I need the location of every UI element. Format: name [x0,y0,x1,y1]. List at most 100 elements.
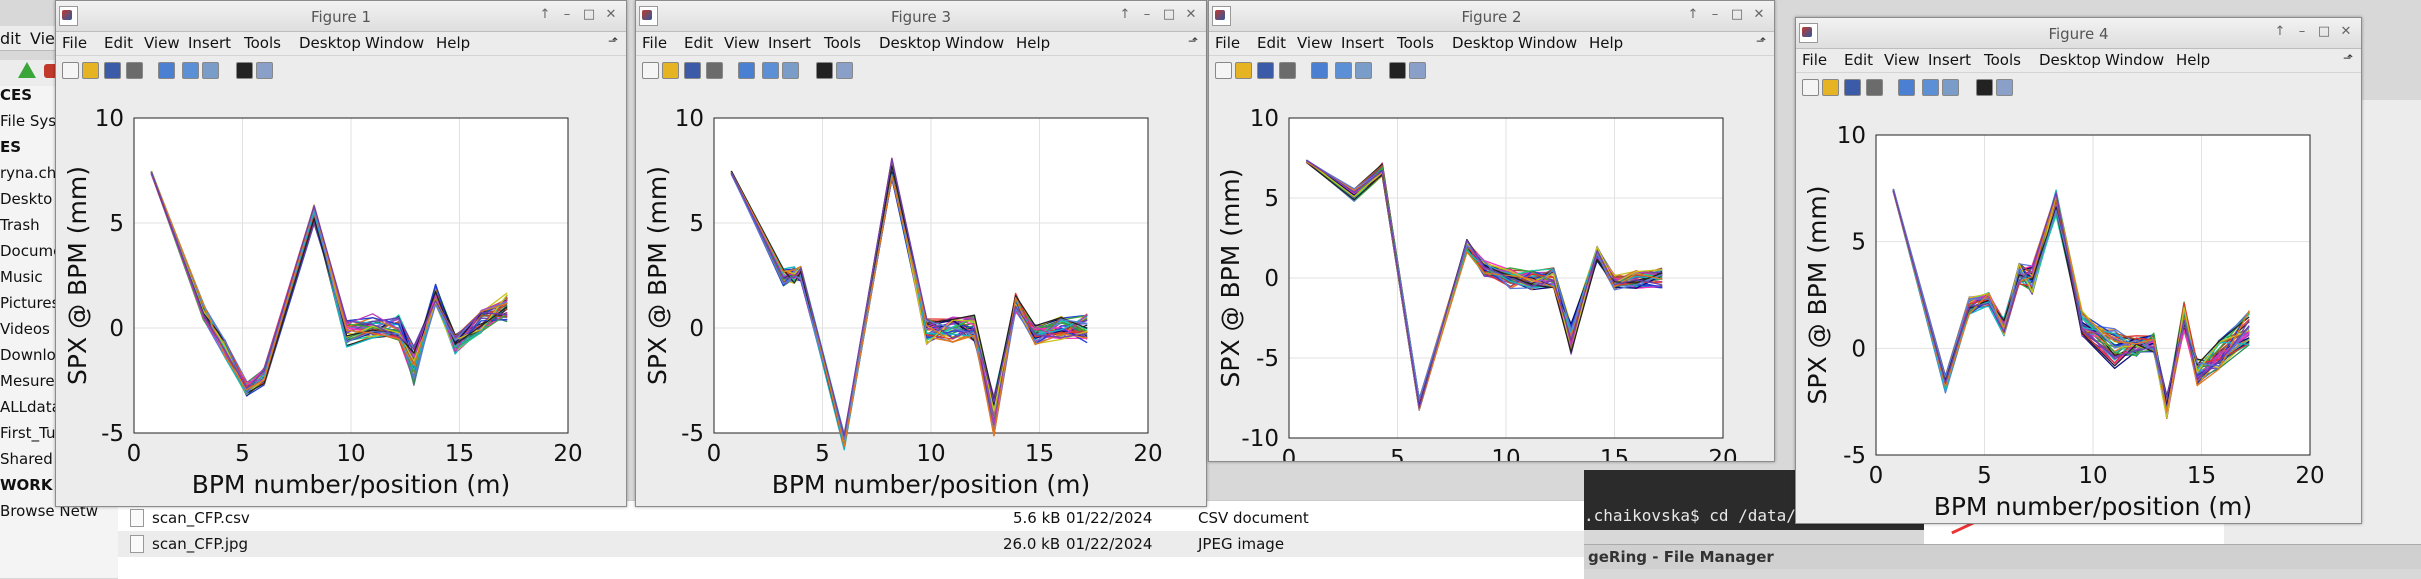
sidebar-item[interactable]: Docume [0,242,63,260]
colorbar-icon[interactable] [182,62,199,79]
legend-icon[interactable] [782,62,799,79]
menu-tools[interactable]: Tools [824,34,861,52]
legend-icon[interactable] [1942,79,1959,96]
new-file-icon[interactable] [1215,62,1232,79]
pointer-icon[interactable] [1976,79,1993,96]
menu-insert[interactable]: Insert [1928,51,1972,69]
maximize-button[interactable]: □ [2317,24,2331,39]
menu-file[interactable]: File [1802,51,1828,69]
new-file-icon[interactable] [1802,79,1819,96]
property-editor-icon[interactable] [256,62,273,79]
save-icon[interactable] [684,62,701,79]
menu-desktop[interactable]: Desktop [299,34,361,52]
dock-arrow-icon[interactable]: ⬏ [2342,51,2353,65]
menu-tools[interactable]: Tools [1984,51,2021,69]
sidebar-item[interactable]: Shared [0,450,53,468]
menu-window[interactable]: Window [365,34,425,52]
sidebar-item[interactable]: Downlo [0,346,56,364]
open-folder-icon[interactable] [82,62,99,79]
sidebar-item[interactable]: File Syst [0,112,62,130]
property-editor-icon[interactable] [1996,79,2013,96]
print-icon[interactable] [1866,79,1883,96]
close-button[interactable]: ✕ [2340,24,2352,39]
menu-desktop[interactable]: Desktop [879,34,941,52]
sidebar-item[interactable]: Deskto [0,190,53,208]
dock-arrow-icon[interactable]: ⬏ [607,34,618,48]
minimize-button[interactable]: – [1143,7,1151,22]
window-titlebar[interactable]: Figure 1 ↑ – □ ✕ [56,1,626,32]
print-icon[interactable] [126,62,143,79]
dock-arrow-icon[interactable]: ⬏ [1755,34,1766,48]
new-file-icon[interactable] [642,62,659,79]
sidebar-item[interactable]: First_Tu [0,424,56,442]
figure-window[interactable]: Figure 1 ↑ – □ ✕ File Edit View Insert Tools Deskt… [55,0,627,507]
background-menu-edit[interactable]: dit [0,29,21,48]
menu-tools[interactable]: Tools [1397,34,1434,52]
table-row[interactable]: scan_CFP.jpg 26.0 kB 01/22/2024 JPEG ima… [118,531,1584,557]
open-folder-icon[interactable] [1235,62,1252,79]
menu-desktop[interactable]: Desktop [1452,34,1514,52]
menu-view[interactable]: View [144,34,180,52]
menu-insert[interactable]: Insert [1341,34,1385,52]
legend-icon[interactable] [1355,62,1372,79]
open-folder-icon[interactable] [662,62,679,79]
property-editor-icon[interactable] [836,62,853,79]
figure-window[interactable]: Figure 4 ↑ – □ ✕ File Edit View Insert Tools Deskt… [1795,17,2362,524]
colorbar-icon[interactable] [762,62,779,79]
up-arrow-icon[interactable] [18,62,36,78]
sidebar-item[interactable]: ALLdata [0,398,61,416]
menu-file[interactable]: File [1215,34,1241,52]
new-file-icon[interactable] [62,62,79,79]
print-icon[interactable] [1279,62,1296,79]
menu-desktop[interactable]: Desktop [2039,51,2101,69]
menu-window[interactable]: Window [1518,34,1578,52]
maximize-button[interactable]: □ [582,7,596,22]
file-manager-titlebar[interactable]: geRing - File Manager [1584,544,2421,569]
window-raise-button[interactable]: ↑ [1119,7,1131,22]
figure-canvas[interactable]: 0 5 10 15 20 -5 0 5 10 BPM number/position (m) SPX… [56,83,626,506]
home-icon[interactable] [44,64,58,78]
figure-window[interactable]: Figure 2 ↑ – □ ✕ File Edit View Insert Tools Deskt… [1208,0,1775,462]
menu-tools[interactable]: Tools [244,34,281,52]
window-raise-button[interactable]: ↑ [2274,24,2286,39]
colorbar-icon[interactable] [1335,62,1352,79]
menu-help[interactable]: Help [436,34,471,52]
save-icon[interactable] [1257,62,1274,79]
menu-file[interactable]: File [642,34,668,52]
menu-file[interactable]: File [62,34,88,52]
pointer-icon[interactable] [816,62,833,79]
menu-window[interactable]: Window [2105,51,2165,69]
dock-arrow-icon[interactable]: ⬏ [1187,34,1198,48]
figure-canvas[interactable]: 0 5 10 15 20 -5 0 5 10 BPM number/position (m) SPX… [636,83,1206,506]
menu-window[interactable]: Window [945,34,1005,52]
menu-help[interactable]: Help [2176,51,2211,69]
minimize-button[interactable]: – [2298,24,2306,39]
print-icon[interactable] [706,62,723,79]
figure-canvas[interactable]: 0 5 10 15 20 -5 0 5 10 BPM number/position (m) SPX… [1796,100,2361,523]
window-raise-button[interactable]: ↑ [539,7,551,22]
menu-edit[interactable]: Edit [1257,34,1287,52]
pointer-icon[interactable] [1389,62,1406,79]
menu-help[interactable]: Help [1016,34,1051,52]
save-icon[interactable] [104,62,121,79]
pointer-icon[interactable] [236,62,253,79]
background-menu-view[interactable]: Vie [30,29,55,48]
sidebar-item[interactable]: Mesure [0,372,55,390]
menu-insert[interactable]: Insert [188,34,232,52]
close-button[interactable]: ✕ [1185,7,1197,22]
menu-view[interactable]: View [724,34,760,52]
sidebar-item[interactable]: Pictures [0,294,60,312]
figure-window[interactable]: Figure 3 ↑ – □ ✕ File Edit View Insert Tools Deskt… [635,0,1207,507]
window-titlebar[interactable]: Figure 4 ↑ – □ ✕ [1796,18,2361,49]
menu-view[interactable]: View [1297,34,1333,52]
menu-insert[interactable]: Insert [768,34,812,52]
export-icon[interactable] [1898,79,1915,96]
sidebar-item[interactable]: Music [0,268,43,286]
open-folder-icon[interactable] [1822,79,1839,96]
maximize-button[interactable]: □ [1162,7,1176,22]
